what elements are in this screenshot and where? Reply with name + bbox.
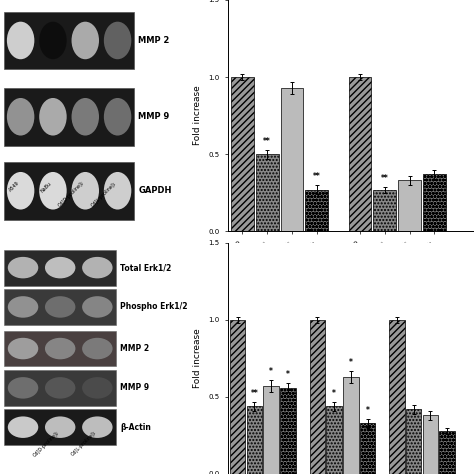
Text: NaBu: NaBu bbox=[40, 180, 53, 193]
Ellipse shape bbox=[82, 417, 112, 438]
Ellipse shape bbox=[39, 172, 67, 210]
Bar bbox=[349, 77, 372, 231]
Text: Total Erk1/2: Total Erk1/2 bbox=[120, 263, 172, 272]
Ellipse shape bbox=[7, 172, 34, 210]
FancyBboxPatch shape bbox=[4, 370, 116, 406]
Bar bbox=[230, 320, 246, 474]
Text: *: * bbox=[365, 406, 370, 415]
Bar bbox=[406, 409, 421, 474]
Text: MMP 2: MMP 2 bbox=[120, 344, 149, 353]
Ellipse shape bbox=[8, 338, 38, 359]
FancyBboxPatch shape bbox=[4, 289, 116, 325]
Ellipse shape bbox=[45, 417, 75, 438]
Text: **: ** bbox=[381, 173, 389, 182]
Text: *: * bbox=[286, 370, 290, 379]
Ellipse shape bbox=[8, 257, 38, 278]
FancyBboxPatch shape bbox=[4, 250, 116, 285]
Ellipse shape bbox=[8, 296, 38, 318]
Text: Cd[L-proline]₂: Cd[L-proline]₂ bbox=[70, 430, 97, 457]
Bar bbox=[264, 386, 279, 474]
Bar bbox=[423, 415, 438, 474]
Ellipse shape bbox=[8, 417, 38, 438]
Ellipse shape bbox=[45, 377, 75, 399]
Text: MMP-9: MMP-9 bbox=[377, 328, 417, 338]
Text: Phospho Erk1/2: Phospho Erk1/2 bbox=[120, 302, 188, 311]
Ellipse shape bbox=[82, 257, 112, 278]
Text: MMP 9: MMP 9 bbox=[120, 383, 149, 392]
Text: MMP-2: MMP-2 bbox=[260, 328, 300, 338]
Text: Cd[D-proline]₂: Cd[D-proline]₂ bbox=[57, 180, 85, 209]
Ellipse shape bbox=[39, 22, 67, 59]
Bar bbox=[305, 190, 328, 231]
Text: *: * bbox=[349, 358, 353, 367]
Ellipse shape bbox=[72, 22, 99, 59]
Text: MMP 2: MMP 2 bbox=[138, 36, 170, 45]
Ellipse shape bbox=[8, 377, 38, 399]
Text: Cd[L-proline]₂: Cd[L-proline]₂ bbox=[91, 180, 118, 208]
Bar bbox=[280, 388, 296, 474]
Ellipse shape bbox=[72, 172, 99, 210]
FancyBboxPatch shape bbox=[4, 11, 134, 69]
Ellipse shape bbox=[7, 22, 34, 59]
Text: **: ** bbox=[251, 389, 258, 398]
Bar bbox=[281, 88, 303, 231]
Text: **: ** bbox=[313, 172, 320, 181]
Bar bbox=[360, 423, 375, 474]
Ellipse shape bbox=[45, 257, 75, 278]
FancyBboxPatch shape bbox=[4, 409, 116, 445]
Ellipse shape bbox=[104, 98, 131, 136]
Y-axis label: Fold increase: Fold increase bbox=[193, 328, 202, 388]
Ellipse shape bbox=[45, 338, 75, 359]
FancyBboxPatch shape bbox=[4, 88, 134, 146]
Bar bbox=[247, 406, 262, 474]
Ellipse shape bbox=[82, 296, 112, 318]
Bar bbox=[389, 320, 405, 474]
Bar bbox=[398, 180, 421, 231]
Bar bbox=[256, 154, 279, 231]
Bar bbox=[374, 190, 396, 231]
Bar bbox=[231, 77, 254, 231]
Y-axis label: Fold increase: Fold increase bbox=[193, 86, 202, 146]
Bar bbox=[423, 174, 446, 231]
Bar bbox=[326, 406, 342, 474]
Ellipse shape bbox=[104, 22, 131, 59]
Text: *: * bbox=[269, 367, 273, 376]
Text: β-Actin: β-Actin bbox=[120, 423, 151, 432]
Text: Cd[D-proline]₂: Cd[D-proline]₂ bbox=[32, 430, 60, 458]
Ellipse shape bbox=[45, 296, 75, 318]
FancyBboxPatch shape bbox=[4, 331, 116, 366]
Ellipse shape bbox=[82, 338, 112, 359]
FancyBboxPatch shape bbox=[4, 162, 134, 219]
Text: *: * bbox=[332, 389, 336, 398]
Ellipse shape bbox=[82, 377, 112, 399]
Ellipse shape bbox=[72, 98, 99, 136]
Bar bbox=[310, 320, 325, 474]
Bar bbox=[343, 377, 358, 474]
Ellipse shape bbox=[7, 98, 34, 136]
Text: MMP 9: MMP 9 bbox=[138, 112, 170, 121]
Bar bbox=[439, 431, 455, 474]
Ellipse shape bbox=[104, 172, 131, 210]
Text: GAPDH: GAPDH bbox=[138, 186, 172, 195]
Text: **: ** bbox=[264, 137, 271, 146]
Text: A549: A549 bbox=[8, 180, 21, 193]
Ellipse shape bbox=[39, 98, 67, 136]
